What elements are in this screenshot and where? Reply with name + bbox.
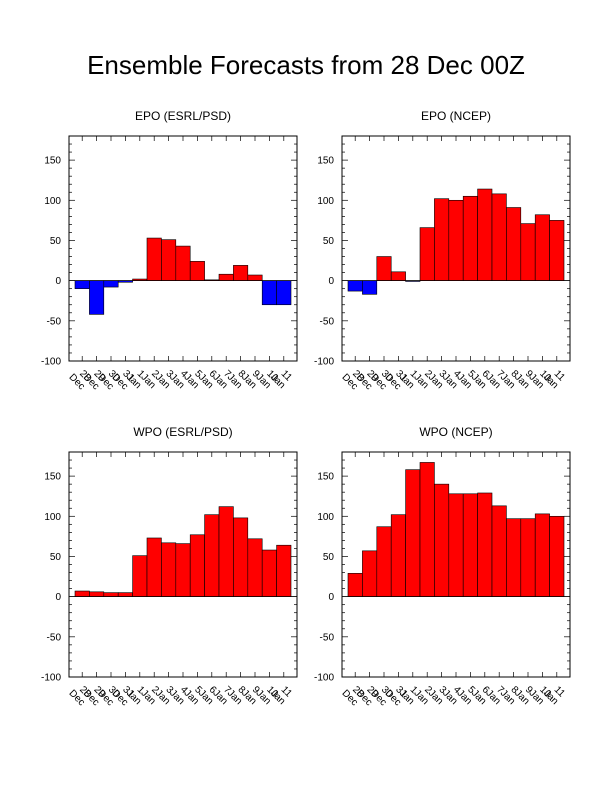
- y-tick-label: 100: [44, 196, 61, 207]
- bar: [233, 517, 249, 597]
- bar: [117, 592, 133, 597]
- y-tick-label: 150: [317, 472, 334, 483]
- bar: [549, 220, 565, 281]
- bar: [175, 245, 191, 281]
- bar: [434, 198, 450, 281]
- bar: [491, 505, 507, 597]
- y-tick-label: 150: [44, 156, 61, 167]
- bar: [477, 492, 493, 597]
- bar: [146, 537, 162, 597]
- bar: [175, 543, 191, 597]
- bar: [491, 193, 507, 281]
- y-tick-label: -100: [41, 357, 61, 368]
- bar: [247, 274, 263, 281]
- page-title: Ensemble Forecasts from 28 Dec 00Z: [87, 50, 525, 80]
- bar: [405, 469, 421, 597]
- y-tick-label: -50: [47, 316, 62, 327]
- bar: [419, 227, 435, 281]
- bar: [204, 514, 220, 597]
- y-tick-label: 150: [317, 156, 334, 167]
- y-tick-label: 100: [317, 512, 334, 523]
- bar: [520, 518, 536, 597]
- bar: [534, 214, 550, 281]
- bar: [520, 223, 536, 281]
- bar: [261, 280, 277, 306]
- bar: [103, 280, 119, 288]
- bar: [89, 591, 105, 597]
- y-tick-label: 0: [55, 276, 61, 287]
- bar: [506, 207, 522, 281]
- bar: [462, 195, 478, 281]
- bar: [462, 493, 478, 597]
- bar: [376, 526, 392, 597]
- bar: [161, 239, 177, 281]
- bar: [218, 273, 234, 281]
- bar: [448, 199, 464, 281]
- bar: [261, 549, 277, 597]
- y-tick-label: 150: [44, 472, 61, 483]
- y-tick-label: -50: [320, 316, 335, 327]
- y-tick-label: 0: [55, 592, 61, 603]
- bar: [189, 534, 205, 597]
- y-tick-label: -100: [314, 673, 334, 684]
- y-tick-label: 50: [50, 552, 62, 563]
- bar: [448, 493, 464, 597]
- bar: [434, 483, 450, 597]
- bar: [549, 515, 565, 597]
- bar: [362, 280, 378, 295]
- bar: [347, 573, 363, 597]
- y-tick-label: -100: [41, 673, 61, 684]
- panel-title: EPO (NCEP): [421, 109, 491, 123]
- bar: [419, 462, 435, 597]
- y-tick-label: 50: [323, 236, 335, 247]
- panel-title: WPO (NCEP): [419, 425, 492, 439]
- bar: [161, 542, 177, 597]
- bar: [477, 188, 493, 281]
- y-tick-label: 0: [328, 276, 334, 287]
- bar: [89, 280, 105, 315]
- y-tick-label: 50: [50, 236, 62, 247]
- bar: [362, 550, 378, 597]
- y-tick-label: 100: [44, 512, 61, 523]
- bar: [247, 538, 263, 597]
- bar: [506, 518, 522, 597]
- bar: [103, 592, 119, 597]
- bar: [132, 555, 148, 597]
- panel-title: WPO (ESRL/PSD): [133, 425, 232, 439]
- bar: [347, 280, 363, 292]
- bar: [233, 265, 249, 281]
- bar: [189, 261, 205, 281]
- y-tick-label: 0: [328, 592, 334, 603]
- bar: [74, 590, 90, 597]
- bar: [74, 280, 90, 289]
- bar: [376, 256, 392, 281]
- y-tick-label: 100: [317, 196, 334, 207]
- y-tick-label: -50: [47, 632, 62, 643]
- bar: [390, 271, 406, 281]
- bar: [276, 544, 292, 597]
- bar: [218, 506, 234, 597]
- y-tick-label: -50: [320, 632, 335, 643]
- y-tick-label: 50: [323, 552, 335, 563]
- y-tick-label: -100: [314, 357, 334, 368]
- bar: [146, 237, 162, 281]
- bar: [534, 513, 550, 597]
- panel-title: EPO (ESRL/PSD): [135, 109, 231, 123]
- bar: [276, 280, 292, 306]
- bar: [390, 514, 406, 597]
